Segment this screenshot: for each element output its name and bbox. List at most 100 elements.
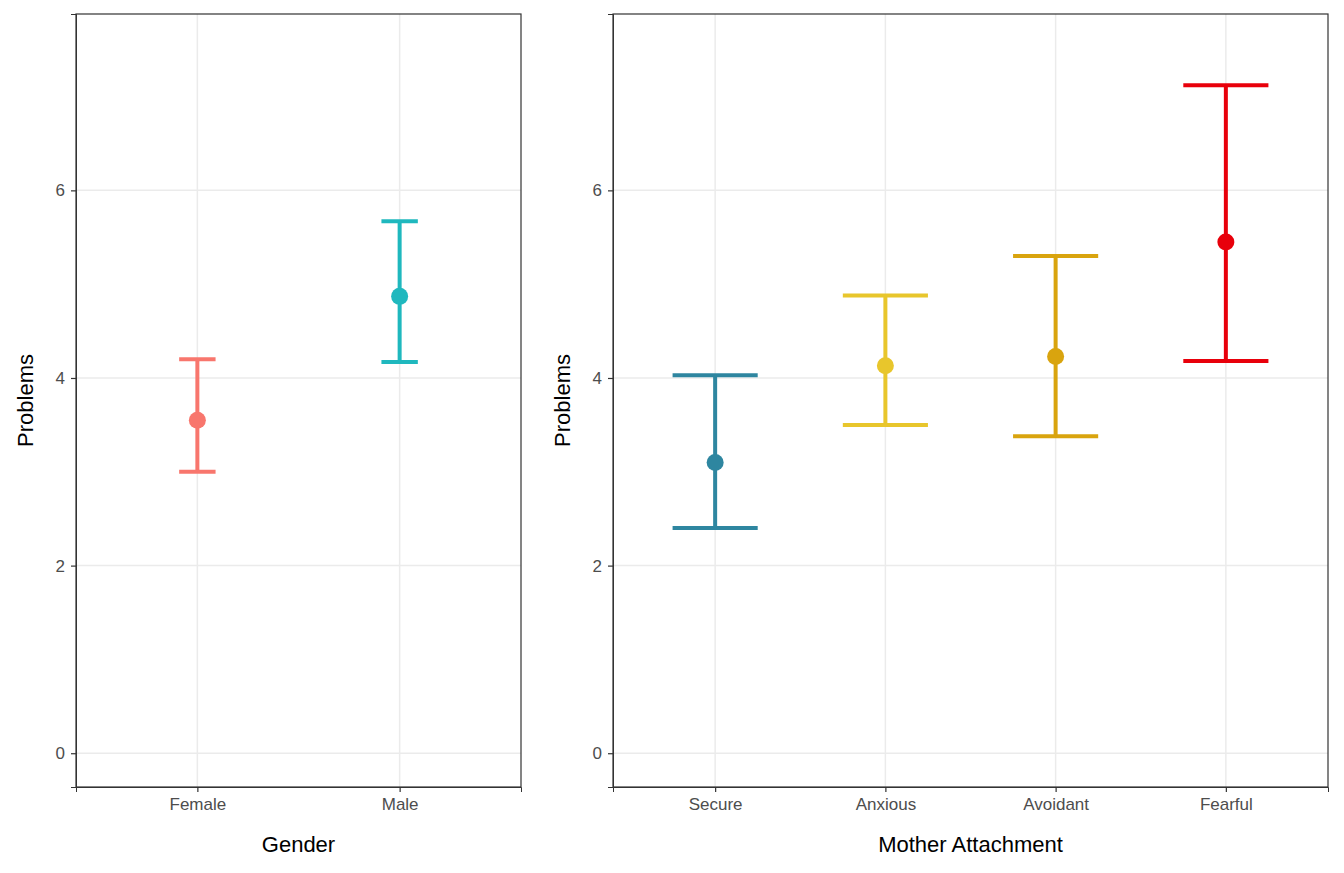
error-bar-cap-upper	[843, 293, 928, 297]
error-bar	[179, 359, 215, 472]
y-tick-label: 4	[56, 369, 65, 388]
point	[877, 357, 894, 374]
x-axis-title: Mother Attachment	[878, 832, 1063, 857]
error-bar	[673, 375, 758, 528]
y-axis-title: Problems	[13, 354, 38, 447]
x-tick: Fearful	[1200, 787, 1253, 814]
marks	[179, 221, 418, 471]
chart-root: 0 2 4 6 Female Male Gender Problems 0 2 4 6 Secure An…	[0, 0, 1344, 873]
y-axis-title: Problems	[550, 354, 575, 447]
y-tick-label: 6	[593, 181, 602, 200]
marks	[673, 85, 1269, 528]
x-tick-label: Female	[170, 795, 227, 814]
error-bar-cap-upper	[1183, 83, 1268, 87]
x-axis-title: Gender	[262, 832, 335, 857]
y-tick-mark	[608, 753, 613, 754]
x-tick: Male	[382, 787, 419, 814]
grid	[76, 14, 521, 787]
y-tick-label: 6	[56, 181, 65, 200]
y-tick-mark	[608, 566, 613, 567]
grid-line-y	[613, 565, 1328, 567]
y-tick-mark	[608, 378, 613, 379]
y-axis: 0 2 4 6	[56, 15, 77, 788]
y-tick: 2	[56, 557, 76, 576]
x-tick: Female	[170, 787, 227, 814]
y-axis: 0 2 4 6	[593, 15, 614, 788]
x-tick: Avoidant	[1023, 787, 1089, 814]
grid-line-x	[714, 14, 716, 787]
y-tick: 2	[593, 557, 613, 576]
error-bar-cap-upper	[1013, 254, 1098, 258]
y-tick-label: 2	[56, 557, 65, 576]
x-axis: Female Male	[77, 787, 522, 814]
x-tick: Secure	[689, 787, 743, 814]
x-tick-mark	[1056, 787, 1057, 792]
error-bar-stem	[1224, 85, 1228, 361]
panel: 0 2 4 6 Secure Anxious Avoidant Fearful Mother A…	[550, 14, 1329, 857]
error-bar-cap-upper	[381, 219, 417, 223]
y-axis-line	[71, 15, 77, 788]
error-bar-stem	[713, 375, 717, 528]
x-tick: Anxious	[856, 787, 916, 814]
y-axis-line	[608, 15, 614, 788]
grid-line-x	[885, 14, 887, 787]
y-tick: 4	[593, 369, 613, 388]
grid-line-x	[399, 14, 401, 787]
y-tick-mark	[71, 190, 76, 191]
grid-line-x	[1225, 14, 1227, 787]
y-tick: 0	[593, 744, 613, 763]
error-bar-stem	[1054, 256, 1058, 436]
error-bar-cap-lower	[179, 470, 215, 474]
grid-line-y	[76, 565, 521, 567]
grid-line-x	[1055, 14, 1057, 787]
y-tick-label: 0	[56, 744, 65, 763]
x-tick-mark	[400, 787, 401, 792]
x-tick-label: Secure	[689, 795, 743, 814]
y-tick-mark	[71, 753, 76, 754]
x-tick-mark	[1226, 787, 1227, 792]
grid-line-y	[613, 752, 1328, 754]
panel: 0 2 4 6 Female Male Gender Problems	[13, 14, 522, 857]
y-tick-label: 2	[593, 557, 602, 576]
error-bar-cap-lower	[673, 526, 758, 530]
plot-background	[613, 14, 1328, 787]
error-bar-cap-lower	[1013, 434, 1098, 438]
error-bar	[843, 295, 928, 424]
point	[391, 288, 408, 305]
grid	[613, 14, 1328, 787]
point	[1217, 233, 1234, 250]
x-axis-line	[77, 788, 522, 793]
grid-line-x	[197, 14, 199, 787]
grid-line-y	[613, 190, 1328, 192]
x-tick-mark	[197, 787, 198, 792]
x-tick-label: Male	[382, 795, 419, 814]
plot-background	[76, 14, 521, 787]
error-bar-cap-upper	[673, 373, 758, 377]
point	[189, 412, 206, 429]
x-axis: Secure Anxious Avoidant Fearful	[614, 787, 1329, 814]
point	[707, 454, 724, 471]
error-bar	[1013, 256, 1098, 436]
y-tick-label: 0	[593, 744, 602, 763]
y-tick-mark	[71, 378, 76, 379]
x-tick-mark	[715, 787, 716, 792]
error-bar-cap-lower	[1183, 359, 1268, 363]
x-tick-mark	[885, 787, 886, 792]
grid-line-y	[76, 377, 521, 379]
plot-frame	[76, 14, 521, 787]
y-tick: 6	[56, 181, 76, 200]
error-bar-cap-lower	[843, 423, 928, 427]
y-tick: 0	[56, 744, 76, 763]
x-tick-label: Fearful	[1200, 795, 1253, 814]
grid-line-y	[76, 752, 521, 754]
x-tick-label: Anxious	[856, 795, 916, 814]
plot-frame	[613, 14, 1328, 787]
error-bar-cap-lower	[381, 360, 417, 364]
point	[1047, 348, 1064, 365]
y-tick: 4	[56, 369, 76, 388]
error-bar	[381, 221, 417, 362]
x-tick-label: Avoidant	[1023, 795, 1089, 814]
x-axis-line	[614, 788, 1329, 793]
y-tick-mark	[608, 190, 613, 191]
y-tick-mark	[71, 566, 76, 567]
